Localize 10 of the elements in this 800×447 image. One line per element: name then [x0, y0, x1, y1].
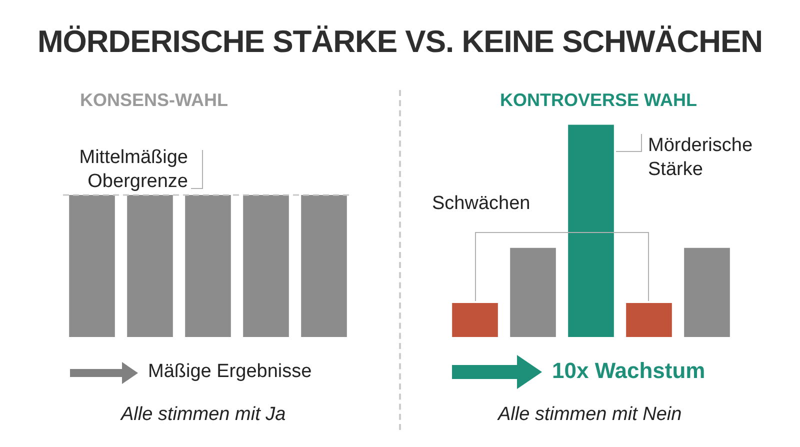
chart-subtitle: KONTROVERSE WAHL [500, 90, 698, 111]
chart-title: MÖRDERISCHE STÄRKE VS. KEINE SCHWÄCHEN [36, 24, 764, 60]
text: Mäßige Ergebnisse [148, 361, 312, 383]
chart-subtitle: KONSENS-WAHL [80, 90, 228, 111]
text: 10x Wachstum [552, 358, 706, 384]
annotation: Schwächen [432, 193, 530, 215]
text: Alle stimmen mit Ja [121, 404, 286, 426]
annotation: Mörderische Stärke [648, 134, 754, 182]
ref-line-label: Mittelmäßige Obergrenze [78, 146, 188, 194]
text: Alle stimmen mit Nein [498, 404, 682, 426]
